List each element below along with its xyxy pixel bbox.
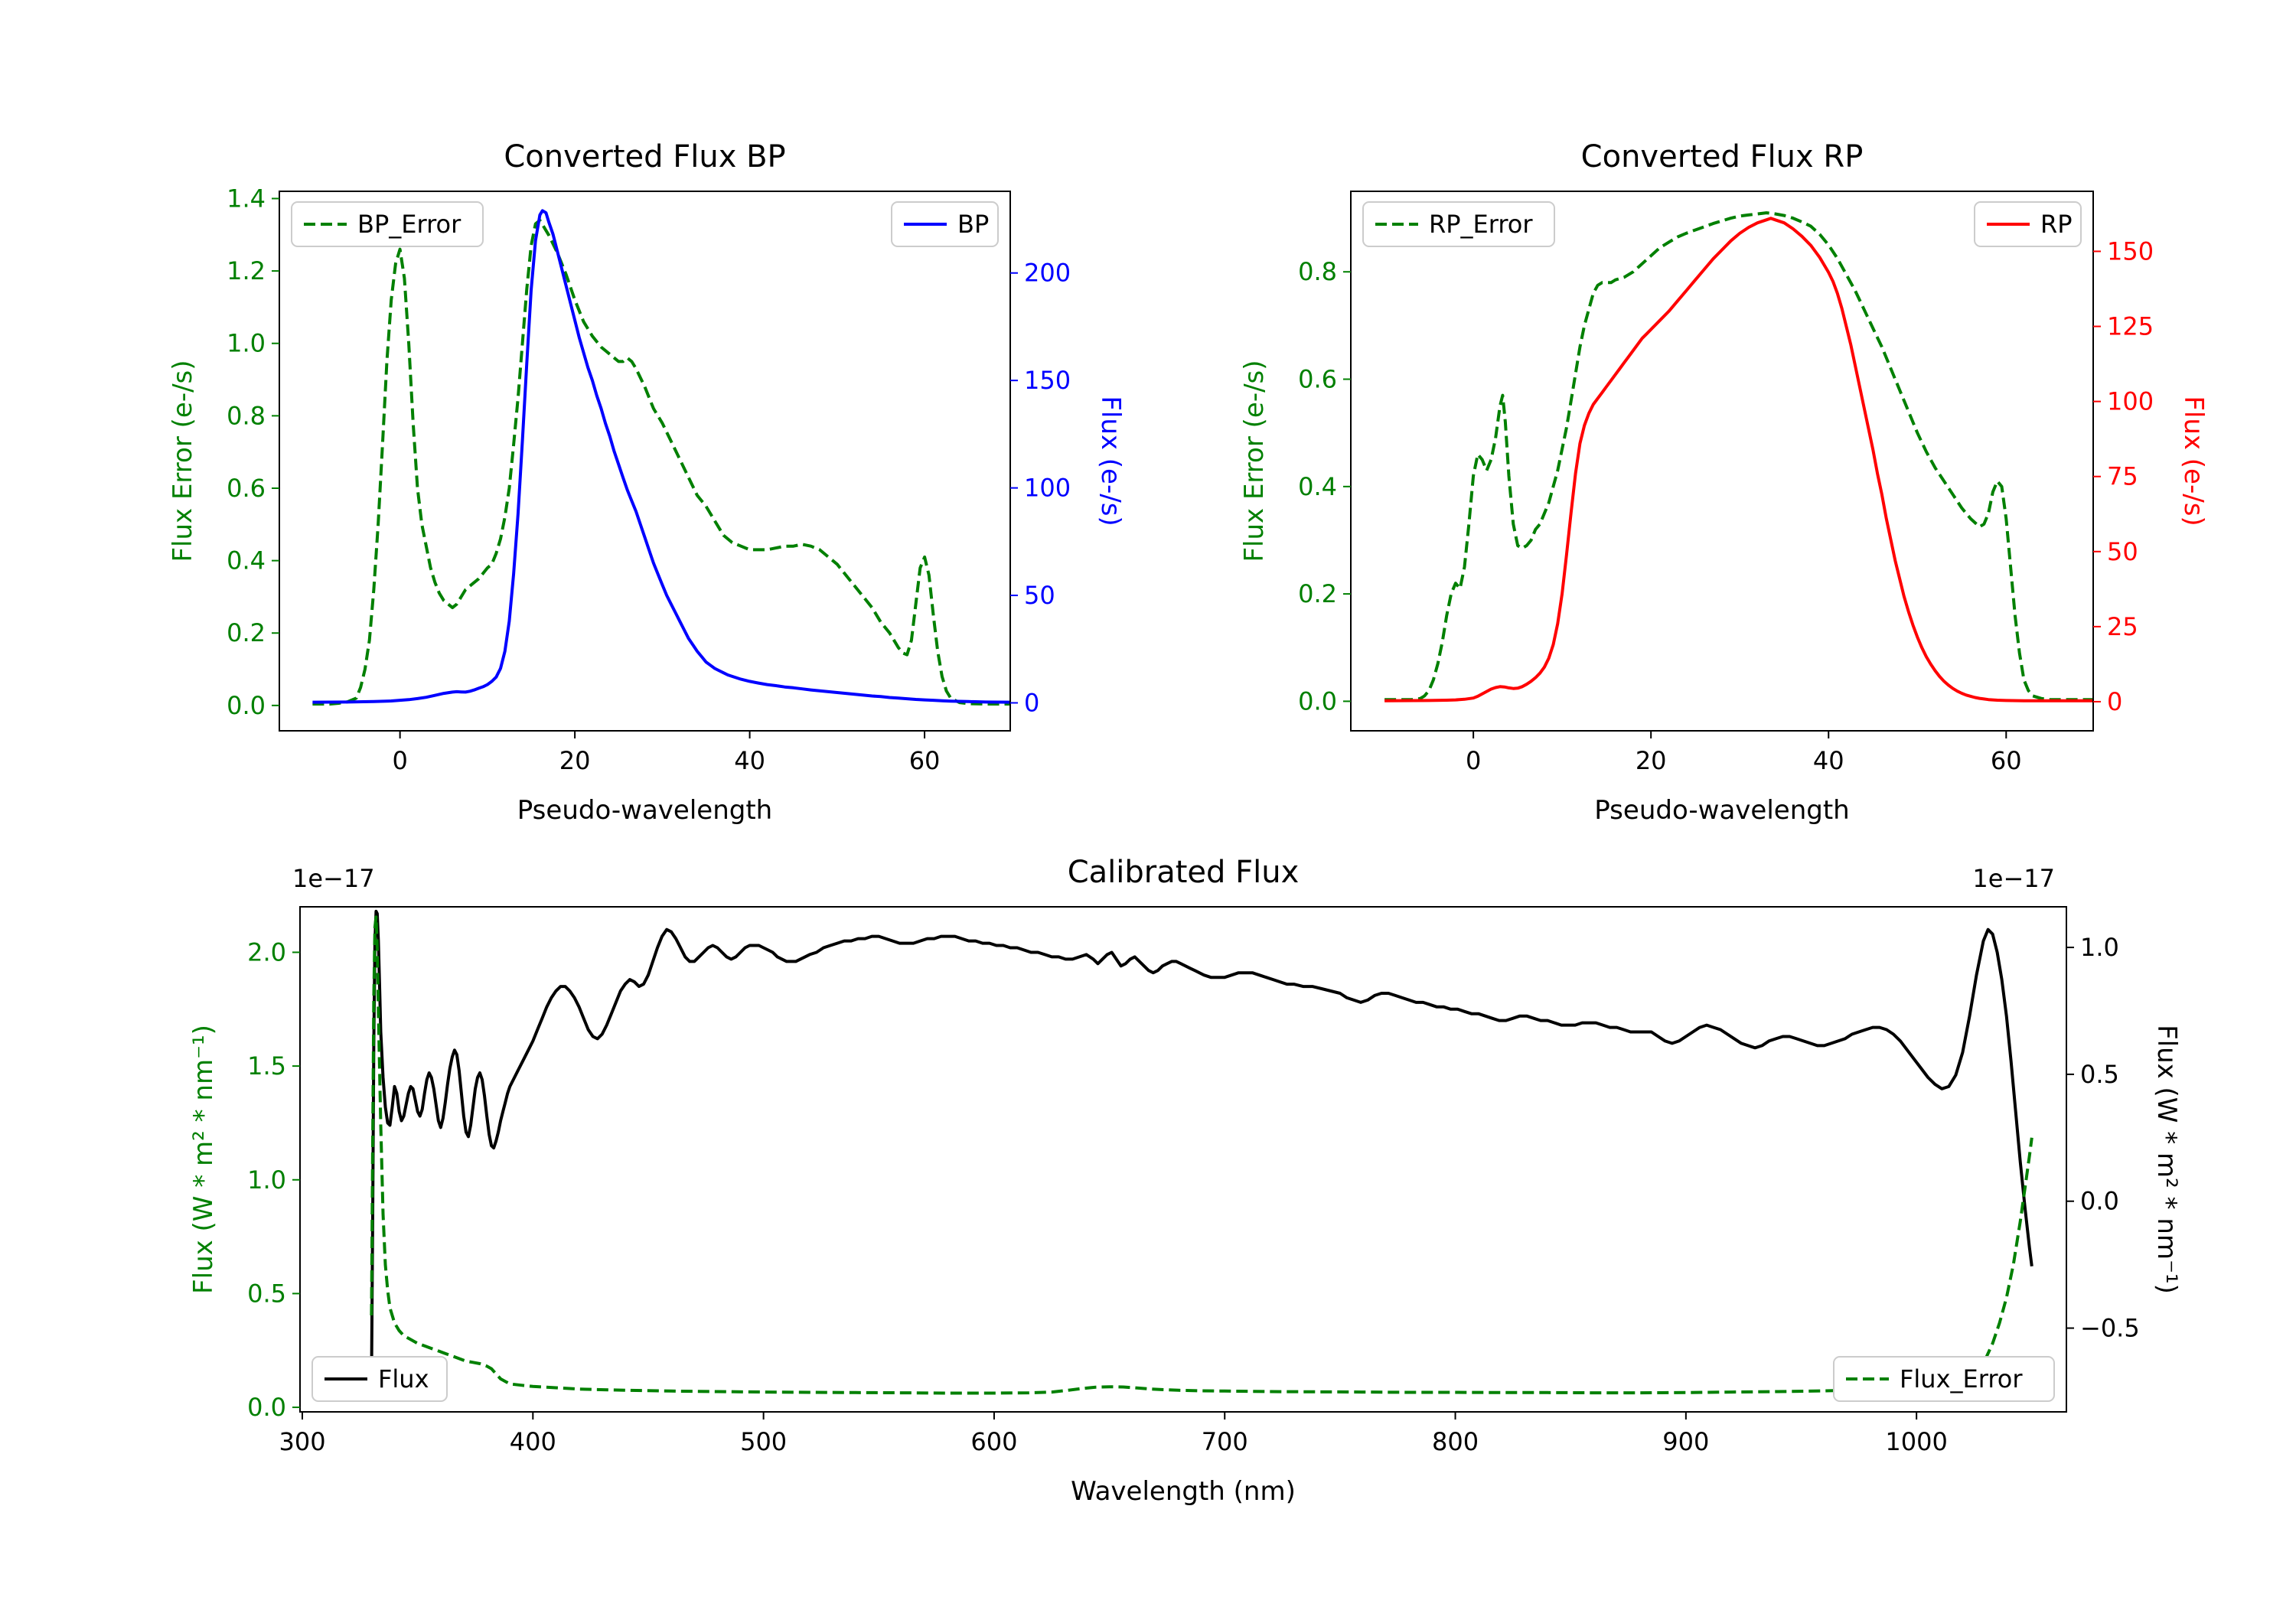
left-tick-label: 0.0 xyxy=(227,691,266,720)
x-tick-label: 900 xyxy=(1662,1427,1709,1456)
legend-label: BP xyxy=(957,210,989,239)
left-axis-label: Flux Error (e-/s) xyxy=(1239,360,1270,562)
left-tick-label: 0.6 xyxy=(227,474,266,503)
legend-bp: BP xyxy=(891,201,999,247)
x-tick-label: 300 xyxy=(279,1427,325,1456)
x-tick-label: 0 xyxy=(392,746,407,775)
legend-label: Flux xyxy=(378,1364,429,1393)
right-tick-label: 150 xyxy=(2107,236,2154,266)
legend-label: BP_Error xyxy=(357,210,461,239)
legend-label: RP_Error xyxy=(1429,210,1533,239)
left-tick-label: 2.0 xyxy=(247,937,286,966)
right-tick-label: 0 xyxy=(1024,688,1039,717)
chart-rp: 0 20 40 60 0.0 0.2 0.4 0.6 0.8 Flux Error (e-/s) 0… xyxy=(1239,139,2209,826)
legend-box xyxy=(291,201,484,247)
right-tick-label: 100 xyxy=(2107,387,2154,416)
x-tick-label: 20 xyxy=(1636,746,1667,775)
x-tick-label: 500 xyxy=(740,1427,787,1456)
left-tick-label: 0.2 xyxy=(227,618,266,647)
left-tick-label: 0.2 xyxy=(1298,579,1337,608)
x-tick-label: 20 xyxy=(559,746,591,775)
plot-border-calibrated xyxy=(299,906,2067,1413)
left-tick-label: 0.8 xyxy=(227,401,266,430)
right-tick-label: 50 xyxy=(1024,581,1055,610)
chart-title-calibrated: Calibrated Flux xyxy=(1068,855,1300,890)
left-tick-label: 0.8 xyxy=(1298,257,1337,286)
legend-box xyxy=(311,1356,448,1402)
left-tick-label: 0.6 xyxy=(1298,365,1337,394)
rp-error-line xyxy=(1384,211,2093,702)
right-tick-label: 50 xyxy=(2107,537,2138,566)
plot-border-bp xyxy=(279,191,1011,732)
rp-line xyxy=(1384,217,2093,702)
x-tick-label: 60 xyxy=(909,746,941,775)
left-tick-label: 0.0 xyxy=(247,1393,286,1422)
left-axis-label: Flux (W * m² * nm⁻¹) xyxy=(188,1025,219,1294)
legend-box xyxy=(1833,1356,2055,1402)
x-axis-label-rp: Pseudo-wavelength xyxy=(1594,795,1849,826)
chart-title-bp: Converted Flux BP xyxy=(504,139,785,174)
chart-bp: 0 20 40 60 0.0 0.2 0.4 0.6 0.8 1.0 1.2 1.4 Flux Erro… xyxy=(168,139,1126,826)
right-tick-label: −0.5 xyxy=(2080,1314,2140,1343)
x-tick-label: 400 xyxy=(510,1427,556,1456)
legend-rp: RP xyxy=(1974,201,2082,247)
x-tick-label: 800 xyxy=(1432,1427,1479,1456)
x-tick-label: 0 xyxy=(1466,746,1481,775)
right-tick-label: 200 xyxy=(1024,259,1071,288)
right-axis-label: Flux (W * m² * nm⁻¹) xyxy=(2151,1025,2182,1294)
plot-border-rp xyxy=(1350,191,2094,732)
chart-calibrated: 300 400 500 600 700 800 900 1000 0.0 0.5 1.0 1.5 2.0… xyxy=(188,855,2182,1507)
legend-flux-error: Flux_Error xyxy=(1833,1356,2055,1402)
x-tick-label: 40 xyxy=(734,746,765,775)
right-tick-label: 0 xyxy=(2107,687,2122,716)
left-tick-label: 1.0 xyxy=(227,329,266,358)
x-tick-label: 1000 xyxy=(1885,1427,1947,1456)
left-axis-label: Flux Error (e-/s) xyxy=(168,360,198,562)
right-tick-label: 150 xyxy=(1024,366,1071,395)
legend-label: RP xyxy=(2040,210,2073,239)
left-tick-label: 0.5 xyxy=(247,1279,286,1308)
legend-rp-error: RP_Error xyxy=(1362,201,1555,247)
x-tick-label: 60 xyxy=(1991,746,2022,775)
legend-box xyxy=(1362,201,1555,247)
x-tick-label: 600 xyxy=(970,1427,1017,1456)
left-tick-label: 1.5 xyxy=(247,1051,286,1081)
right-tick-label: 25 xyxy=(2107,612,2138,641)
legend-flux: Flux xyxy=(311,1356,448,1402)
legend-bp-error: BP_Error xyxy=(291,201,484,247)
bp-error-line xyxy=(312,218,1010,706)
x-axis-label-bp: Pseudo-wavelength xyxy=(517,795,772,826)
right-axis-label: Flux (e-/s) xyxy=(1095,396,1126,526)
right-tick-label: 100 xyxy=(1024,474,1071,503)
x-tick-label: 40 xyxy=(1813,746,1844,775)
left-tick-label: 0.0 xyxy=(1298,686,1337,715)
x-tick-label: 700 xyxy=(1202,1427,1248,1456)
right-tick-label: 125 xyxy=(2107,312,2154,341)
left-tick-label: 0.4 xyxy=(1298,472,1337,501)
x-axis-label-calibrated: Wavelength (nm) xyxy=(1071,1476,1296,1507)
left-axis-offset-text: 1e−17 xyxy=(292,864,375,893)
bp-line xyxy=(312,209,1010,704)
right-tick-label: 0.0 xyxy=(2080,1187,2119,1216)
left-tick-label: 1.2 xyxy=(227,256,266,285)
left-tick-label: 1.0 xyxy=(247,1165,286,1195)
left-tick-label: 0.4 xyxy=(227,546,266,575)
left-tick-label: 1.4 xyxy=(227,184,266,213)
right-tick-label: 1.0 xyxy=(2080,933,2119,962)
right-tick-label: 0.5 xyxy=(2080,1060,2119,1089)
right-axis-offset-text: 1e−17 xyxy=(1972,864,2055,893)
right-tick-label: 75 xyxy=(2107,462,2138,491)
right-axis-label: Flux (e-/s) xyxy=(2178,396,2209,526)
legend-label: Flux_Error xyxy=(1900,1364,2023,1393)
flux-line xyxy=(370,909,2033,1380)
chart-title-rp: Converted Flux RP xyxy=(1581,139,1864,174)
